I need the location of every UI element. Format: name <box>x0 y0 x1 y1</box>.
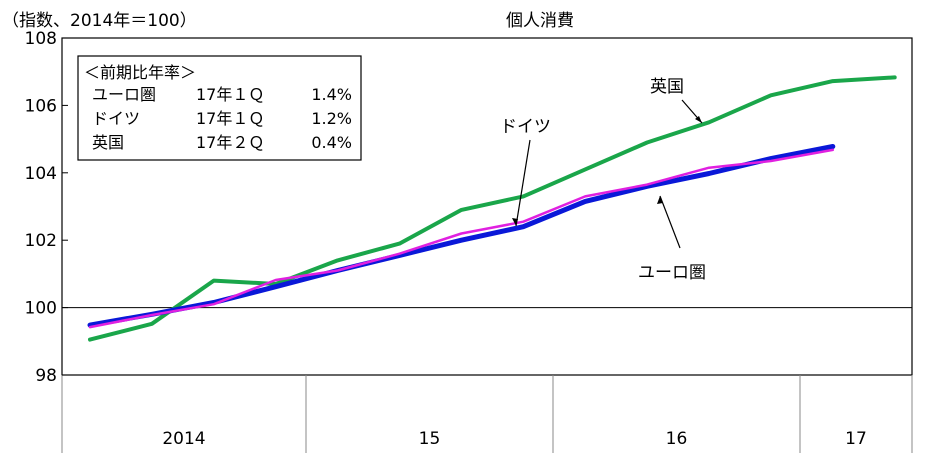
legend-row-value: 1.2% <box>311 109 352 128</box>
legend-row-period: 17年１Ｑ <box>196 109 264 128</box>
x-year-label: 15 <box>419 429 441 449</box>
legend-row-period: 17年２Ｑ <box>196 133 264 152</box>
y-axis-unit-label: （指数、2014年＝100） <box>2 11 197 31</box>
legend-row-value: 0.4% <box>311 133 352 152</box>
legend-row-label: ユーロ圏 <box>92 85 156 104</box>
legend-row-label: ドイツ <box>92 109 140 128</box>
y-tick-label: 100 <box>25 299 57 319</box>
series-lines <box>87 75 897 342</box>
annotation-ez: ユーロ圏 <box>638 263 706 283</box>
x-axis-year-band <box>61 375 913 453</box>
series-line-germany <box>88 148 835 329</box>
x-year-label: 16 <box>666 429 688 449</box>
y-tick-label: 108 <box>25 29 57 49</box>
y-tick-label: 106 <box>25 96 57 116</box>
legend: ＜前期比年率＞ ユーロ圏 17年１Ｑ 1.4% ドイツ 17年１Ｑ 1.2% 英… <box>77 55 362 161</box>
y-tick-label: 102 <box>25 231 57 251</box>
annotation-de-arrowhead <box>512 218 518 226</box>
annotation-de-arrow <box>515 139 531 227</box>
legend-row-period: 17年１Ｑ <box>196 85 264 104</box>
chart-title: 個人消費 <box>506 11 574 31</box>
series-line-euro-area <box>87 144 836 328</box>
y-tick-label: 104 <box>25 164 57 184</box>
annotations: 英国 ドイツ ユーロ圏 <box>500 77 706 283</box>
legend-box <box>77 55 362 161</box>
annotation-uk: 英国 <box>650 77 684 97</box>
x-year-label: 17 <box>845 429 867 449</box>
y-axis-ticks: 98 100 102 104 106 108 <box>25 29 68 386</box>
x-axis-years: 2014 15 16 17 <box>162 375 867 453</box>
legend-row-value: 1.4% <box>311 85 352 104</box>
annotation-de: ドイツ <box>500 117 551 137</box>
y-tick-label: 98 <box>35 366 57 386</box>
series-line-uk <box>88 75 897 342</box>
annotation-uk-arrowhead <box>695 116 702 123</box>
annotation-ez-arrowhead <box>657 196 663 204</box>
annotation-ez-arrow <box>659 195 681 249</box>
legend-header: ＜前期比年率＞ <box>84 63 196 82</box>
legend-row-label: 英国 <box>92 133 124 152</box>
x-year-label: 2014 <box>162 429 205 449</box>
